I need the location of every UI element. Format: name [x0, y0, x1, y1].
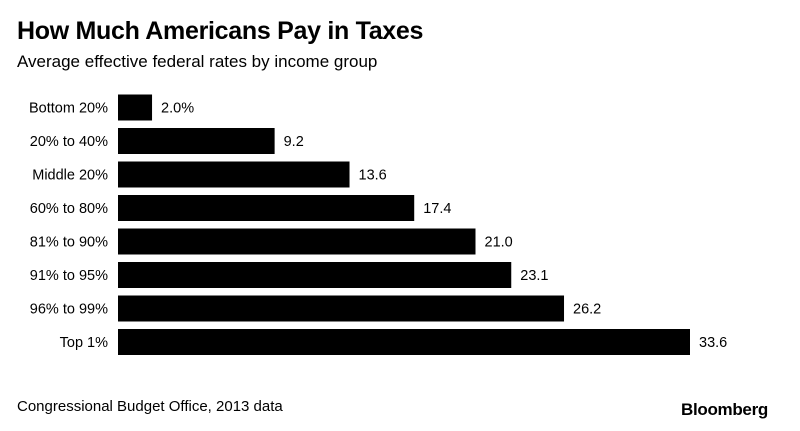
value-label: 17.4	[423, 201, 451, 217]
bar	[118, 262, 512, 288]
value-label: 13.6	[359, 168, 387, 184]
bar	[118, 195, 415, 221]
bar	[118, 161, 350, 188]
category-label: 20% to 40%	[30, 134, 108, 150]
category-label: Top 1%	[60, 335, 108, 351]
category-label: 81% to 90%	[30, 235, 108, 251]
value-label: 21.0	[485, 235, 513, 251]
value-label: 33.6	[699, 335, 727, 351]
bloomberg-logo: Bloomberg	[680, 400, 768, 419]
category-label: 60% to 80%	[30, 201, 108, 217]
bar	[118, 329, 690, 355]
value-label: 23.1	[520, 268, 548, 284]
bar	[118, 94, 153, 121]
bar	[118, 128, 275, 154]
chart-subtitle: Average effective federal rates by incom…	[17, 52, 378, 71]
category-label: Middle 20%	[32, 168, 108, 184]
category-label: 91% to 95%	[30, 268, 108, 284]
category-label: 96% to 99%	[30, 302, 108, 318]
bar	[118, 228, 476, 255]
value-label: 2.0%	[161, 101, 194, 117]
value-label: 9.2	[284, 134, 304, 150]
chart-title: How Much Americans Pay in Taxes	[17, 17, 424, 45]
value-label: 26.2	[573, 302, 601, 318]
category-label: Bottom 20%	[29, 101, 108, 117]
source-note: Congressional Budget Office, 2013 data	[17, 398, 283, 415]
bar	[118, 295, 565, 322]
